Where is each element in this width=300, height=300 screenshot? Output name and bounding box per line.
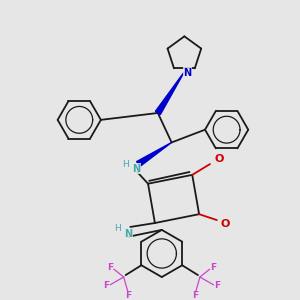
- Text: N: N: [124, 229, 132, 239]
- Text: O: O: [214, 154, 224, 164]
- Text: F: F: [192, 291, 198, 300]
- Polygon shape: [136, 142, 172, 167]
- Text: F: F: [211, 263, 217, 272]
- Text: N: N: [132, 164, 140, 174]
- Text: F: F: [125, 291, 132, 300]
- Text: F: F: [103, 281, 109, 290]
- Text: N: N: [183, 68, 191, 78]
- Text: O: O: [221, 219, 230, 229]
- Text: H: H: [114, 224, 121, 233]
- Text: H: H: [122, 160, 129, 169]
- Text: F: F: [214, 281, 220, 290]
- Text: F: F: [107, 263, 113, 272]
- Polygon shape: [155, 72, 184, 115]
